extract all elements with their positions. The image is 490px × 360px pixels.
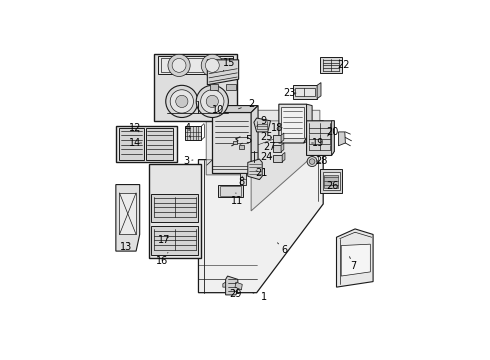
Polygon shape <box>223 282 225 287</box>
Circle shape <box>168 54 190 76</box>
Circle shape <box>201 54 223 76</box>
Polygon shape <box>317 82 321 99</box>
Polygon shape <box>254 118 270 132</box>
Polygon shape <box>273 155 282 162</box>
Circle shape <box>170 90 194 113</box>
Circle shape <box>166 85 198 117</box>
Polygon shape <box>226 84 236 90</box>
Polygon shape <box>212 112 251 174</box>
Polygon shape <box>120 128 145 159</box>
Polygon shape <box>281 107 304 138</box>
Text: 13: 13 <box>120 242 132 252</box>
Circle shape <box>307 157 317 167</box>
Bar <box>116 126 177 162</box>
Text: 24: 24 <box>260 152 272 162</box>
Polygon shape <box>158 56 233 74</box>
Circle shape <box>201 90 224 113</box>
Text: 7: 7 <box>349 257 357 271</box>
Polygon shape <box>240 174 245 185</box>
Polygon shape <box>293 85 317 99</box>
Polygon shape <box>207 60 239 85</box>
Polygon shape <box>282 152 285 162</box>
Circle shape <box>309 159 315 164</box>
Polygon shape <box>206 110 320 211</box>
Circle shape <box>172 58 186 72</box>
Text: 27: 27 <box>263 142 275 152</box>
Polygon shape <box>320 57 342 73</box>
Polygon shape <box>219 185 243 197</box>
Polygon shape <box>225 276 238 295</box>
Polygon shape <box>273 145 281 152</box>
Polygon shape <box>273 135 281 142</box>
Polygon shape <box>151 226 198 255</box>
Bar <box>239 145 244 149</box>
Polygon shape <box>295 87 315 96</box>
Polygon shape <box>324 175 338 188</box>
Text: 26: 26 <box>327 181 339 191</box>
Text: 9: 9 <box>257 116 267 126</box>
Circle shape <box>206 95 219 108</box>
Polygon shape <box>120 193 136 234</box>
Text: 21: 21 <box>255 168 268 179</box>
Text: 4: 4 <box>184 123 191 138</box>
Text: 22: 22 <box>338 60 350 70</box>
Polygon shape <box>322 172 340 190</box>
Text: 6: 6 <box>277 243 288 255</box>
Polygon shape <box>281 143 284 152</box>
Text: 15: 15 <box>223 58 235 71</box>
Text: 19: 19 <box>312 138 324 148</box>
Polygon shape <box>337 229 373 287</box>
Polygon shape <box>279 104 307 143</box>
Text: 8: 8 <box>238 176 245 187</box>
Polygon shape <box>304 104 312 143</box>
Polygon shape <box>210 84 218 90</box>
Text: 5: 5 <box>240 135 251 145</box>
Polygon shape <box>281 133 284 142</box>
Bar <box>220 186 241 195</box>
Polygon shape <box>235 282 242 290</box>
Polygon shape <box>341 244 370 276</box>
Text: 25: 25 <box>260 132 273 143</box>
Polygon shape <box>307 121 334 156</box>
Polygon shape <box>198 121 323 293</box>
Text: 17: 17 <box>158 235 170 245</box>
Polygon shape <box>151 194 198 222</box>
Text: 20: 20 <box>327 127 339 137</box>
Circle shape <box>205 58 219 72</box>
Bar <box>161 58 229 72</box>
Text: 12: 12 <box>129 123 142 133</box>
Circle shape <box>176 95 188 108</box>
Text: 11: 11 <box>231 193 243 206</box>
Polygon shape <box>248 159 262 180</box>
Text: 14: 14 <box>129 138 142 148</box>
Text: 1: 1 <box>252 292 267 302</box>
Text: 16: 16 <box>156 252 168 266</box>
Bar <box>154 54 237 121</box>
Polygon shape <box>116 185 140 251</box>
Polygon shape <box>251 105 258 174</box>
Polygon shape <box>339 132 345 146</box>
Polygon shape <box>320 169 342 193</box>
Bar <box>148 164 201 258</box>
Polygon shape <box>332 121 334 156</box>
Circle shape <box>196 85 228 117</box>
Polygon shape <box>212 105 258 112</box>
Text: 23: 23 <box>284 88 296 98</box>
Polygon shape <box>146 128 173 159</box>
Text: 2: 2 <box>239 99 254 109</box>
Text: 29: 29 <box>230 289 242 299</box>
Text: 18: 18 <box>271 123 284 133</box>
Polygon shape <box>185 126 201 140</box>
Text: 28: 28 <box>316 156 328 166</box>
Text: 3: 3 <box>183 156 193 166</box>
Bar <box>233 141 237 144</box>
Text: 10: 10 <box>212 105 224 115</box>
